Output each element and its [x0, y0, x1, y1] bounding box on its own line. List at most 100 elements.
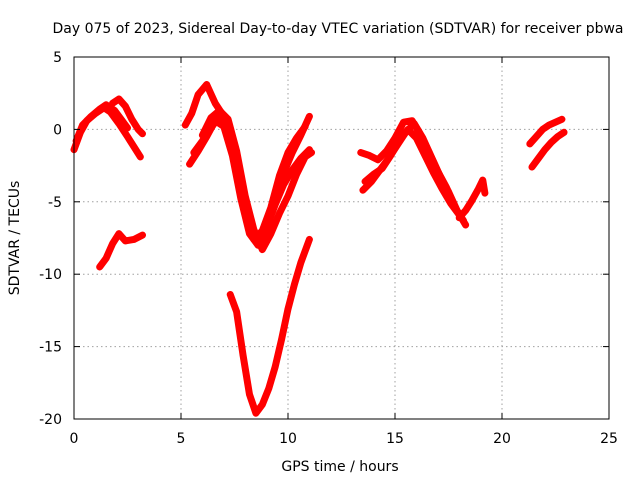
data-point: [203, 81, 210, 88]
data-point: [188, 110, 195, 117]
data-point: [115, 95, 123, 103]
data-point: [130, 236, 138, 243]
data-point: [186, 160, 193, 168]
data-point: [194, 91, 202, 98]
data-point: [413, 134, 420, 142]
x-tick-label: 25: [600, 431, 618, 447]
series-arc-early-lower: [96, 230, 146, 271]
data-point: [109, 100, 116, 107]
data-point: [239, 352, 247, 359]
data-point: [124, 133, 131, 140]
x-tick-label: 15: [386, 431, 404, 447]
data-point: [199, 137, 206, 145]
data-point: [102, 101, 110, 108]
y-axis-label: SDTVAR / TECUs: [7, 181, 23, 296]
data-point: [276, 172, 283, 179]
data-point: [468, 197, 476, 204]
data-point: [462, 221, 469, 229]
series-trace: [361, 125, 463, 219]
grid-lines: [74, 57, 609, 419]
data-point: [280, 181, 287, 188]
data-point: [533, 133, 540, 140]
data-point: [430, 169, 437, 177]
data-point: [289, 166, 296, 174]
data-point: [387, 152, 394, 159]
data-point: [396, 137, 403, 145]
data-point: [128, 116, 135, 123]
data-point: [267, 204, 275, 211]
data-point: [137, 153, 144, 161]
series-arc-evening-2: [528, 128, 568, 171]
data-point: [252, 410, 260, 417]
axis-ticks: 0 5 10 15 20 25 5 0 -5 -10 -15 -20: [39, 50, 618, 447]
data-point: [79, 121, 86, 129]
y-tick-label: -20: [39, 412, 62, 428]
data-point: [233, 308, 240, 316]
data-point: [558, 116, 566, 123]
data-point: [259, 401, 266, 408]
data-point: [227, 291, 234, 298]
data-point: [297, 259, 305, 266]
data-point: [545, 121, 553, 129]
data-point: [102, 255, 110, 262]
y-tick-label: 0: [53, 122, 62, 138]
data-point: [456, 214, 463, 221]
data-point: [278, 336, 285, 343]
data-point: [539, 126, 546, 133]
data-point: [438, 185, 446, 192]
data-point: [308, 149, 315, 156]
data-point: [560, 129, 568, 136]
data-point: [535, 155, 542, 162]
data-point: [259, 246, 266, 253]
series-trace: [226, 235, 313, 417]
data-point: [242, 192, 249, 200]
data-point: [190, 149, 198, 156]
data-point: [552, 118, 559, 126]
data-point: [124, 124, 131, 132]
data-point: [291, 281, 298, 288]
data-point: [284, 192, 292, 200]
series-arc-early-upper-3: [109, 95, 146, 138]
data-point: [481, 189, 489, 197]
data-point: [130, 143, 138, 150]
y-tick-label: 5: [53, 50, 62, 66]
y-tick-label: -10: [39, 267, 62, 283]
series-arc-morning-4: [198, 107, 316, 254]
data-point: [366, 152, 373, 159]
data-point: [111, 107, 118, 114]
data-point: [541, 146, 548, 153]
data-point: [479, 176, 486, 184]
data-point: [301, 123, 309, 130]
data-point: [233, 147, 240, 155]
data-point: [139, 231, 146, 239]
data-point: [96, 263, 103, 271]
chart-title: Day 075 of 2023, Sidereal Day-to-day VTE…: [52, 21, 623, 37]
data-series: [70, 81, 568, 417]
data-point: [267, 230, 275, 237]
data-point: [378, 165, 386, 172]
data-point: [554, 133, 561, 140]
data-point: [374, 156, 382, 164]
data-point: [87, 113, 95, 120]
data-point: [528, 163, 536, 171]
data-point: [276, 210, 283, 217]
data-point: [370, 171, 377, 178]
data-point: [139, 130, 146, 137]
data-point: [109, 240, 116, 247]
data-point: [265, 385, 272, 392]
x-tick-label: 20: [493, 431, 511, 447]
x-axis-label: GPS time / hours: [281, 459, 398, 475]
plot-frame: [73, 56, 610, 420]
series-arc-midday-4: [455, 176, 489, 222]
data-point: [306, 236, 313, 243]
data-point: [421, 152, 429, 159]
data-point: [284, 305, 292, 313]
data-point: [250, 226, 257, 233]
data-point: [359, 187, 367, 194]
data-point: [411, 120, 418, 127]
y-tick-label: -5: [48, 195, 62, 211]
y-tick-label: -15: [39, 340, 62, 356]
series-arc-early-upper-2: [72, 101, 131, 145]
x-tick-label: 10: [279, 431, 297, 447]
